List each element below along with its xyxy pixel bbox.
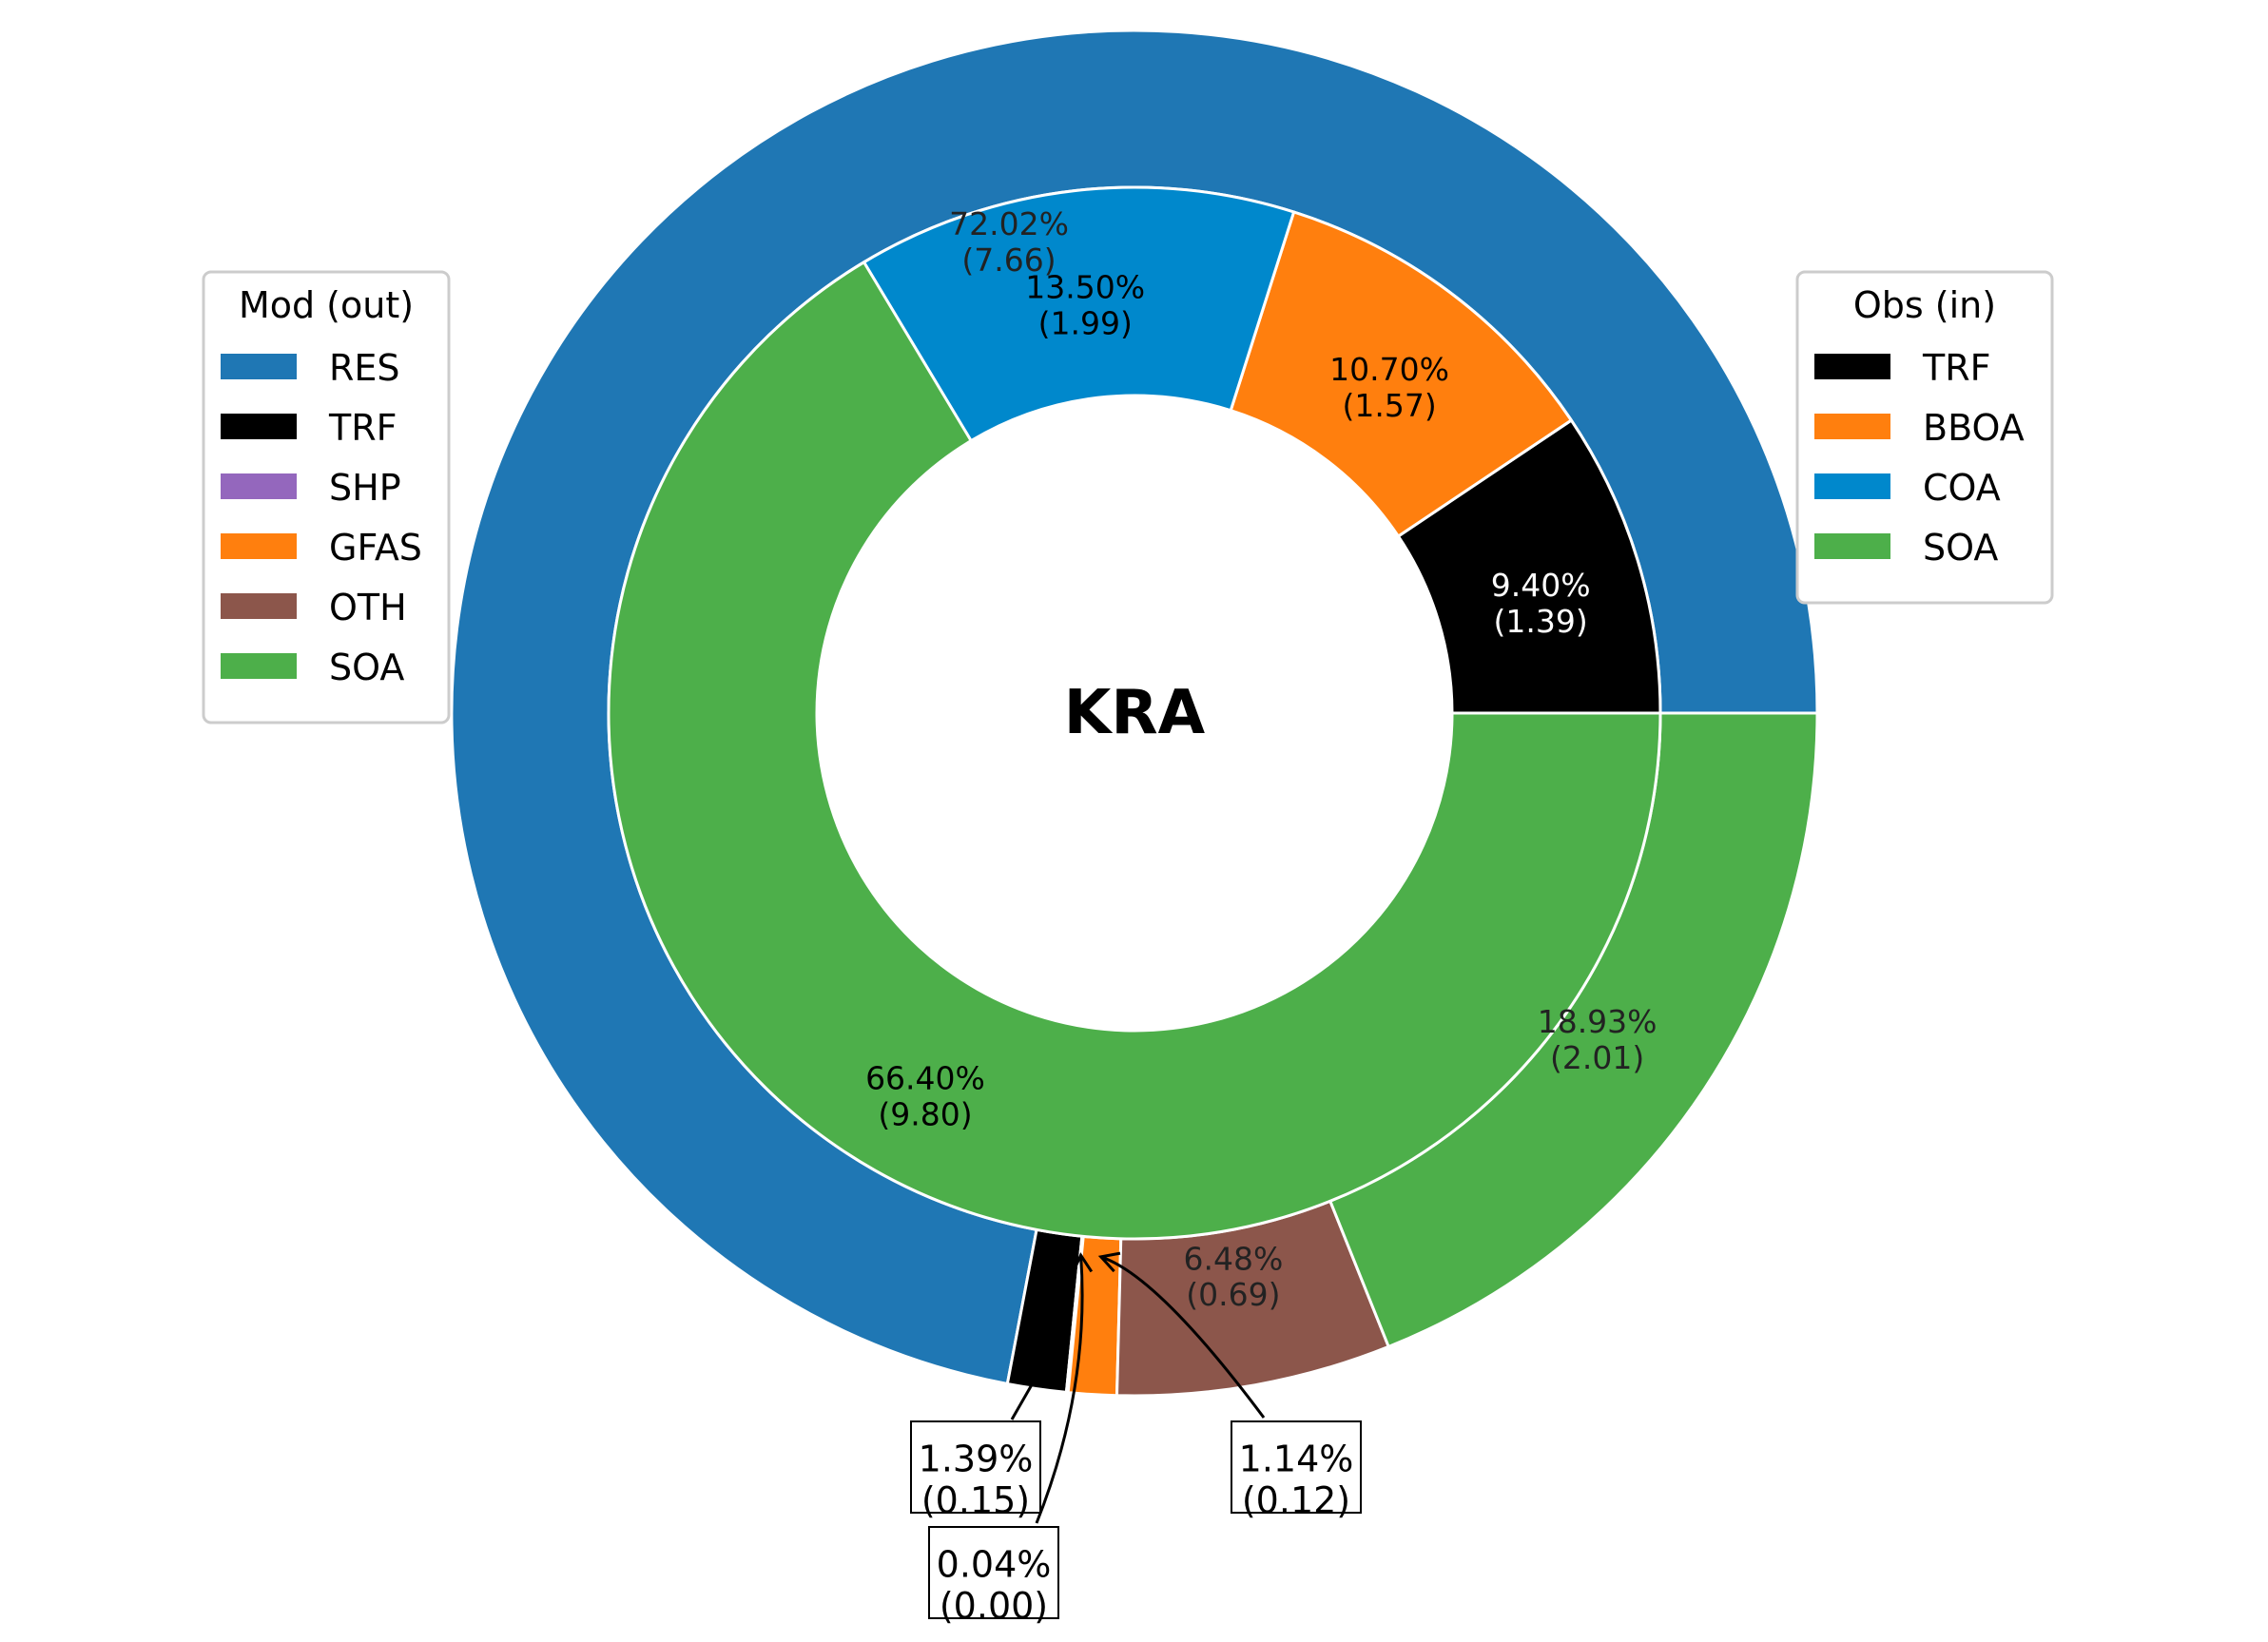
legend-right-swatch-soa [1814, 533, 1890, 559]
inner-label-coa-line: 13.50% [1025, 269, 1145, 306]
callouts: 1.39% (0.15) 0.04% (0.00) 1.14% (0.12) [910, 1251, 1362, 1627]
legend-left-label-soa: SOA [329, 647, 404, 688]
legend-right-swatch-trf [1814, 354, 1890, 379]
callout-gfas-text-line: (0.12) [1242, 1479, 1350, 1521]
legend-right-swatch-bboa [1814, 414, 1890, 439]
callout-trf-text: 1.39% (0.15) [919, 1438, 1034, 1521]
inner-label-trf-line: 9.40% [1491, 567, 1591, 604]
legend-left-label-res: RES [329, 347, 400, 389]
callout-trf-text-line: (0.15) [921, 1479, 1030, 1521]
slice-labels: 9.40% (1.39) 10.70% (1.57) 13.50% (1.99) 66.40… [865, 205, 1657, 1313]
legend-left-label-trf: TRF [328, 407, 397, 449]
callout-trf: 1.39% (0.15) [910, 1371, 1041, 1521]
callout-trf-text-line: 1.39% [919, 1438, 1034, 1479]
callout-shp-text: 0.04% (0.00) [937, 1543, 1052, 1627]
legend-left-swatch-oth [221, 593, 297, 619]
inner-label-bboa-line: 10.70% [1329, 351, 1449, 388]
callout-shp-text-line: 0.04% [937, 1543, 1052, 1585]
outer-label-oth-line: 6.48% [1183, 1240, 1283, 1277]
inner-label-coa-line: (1.99) [1038, 305, 1133, 342]
callout-gfas-arrowhead [1097, 1251, 1121, 1273]
outer-label-res-line: (7.66) [961, 241, 1056, 279]
callout-gfas-box [1231, 1420, 1362, 1514]
callout-shp-box [928, 1526, 1059, 1619]
legend-right-label-trf: TRF [1922, 347, 1990, 389]
callout-gfas: 1.14% (0.12) [1097, 1251, 1362, 1521]
callout-shp-text-line: (0.00) [940, 1585, 1048, 1627]
legend-left-label-gfas: GFAS [329, 527, 422, 569]
legend-right-label-soa: SOA [1923, 527, 1998, 569]
inner-ring [607, 185, 1662, 1241]
legend-obs-in: Obs (in) TRF BBOA COA SOA [1795, 270, 2054, 605]
outer-label-soa: 18.93% (2.01) [1538, 1003, 1657, 1076]
inner-label-soa-line: (9.80) [878, 1096, 972, 1133]
legend-left-swatch-shp [221, 473, 297, 499]
outer-label-soa-line: (2.01) [1550, 1039, 1644, 1076]
callout-shp-arrow [1035, 1255, 1084, 1524]
legend-left-swatch-soa [221, 653, 297, 679]
inner-label-bboa-line: (1.57) [1342, 387, 1436, 424]
inner-label-soa-line: 66.40% [865, 1060, 985, 1097]
legend-left-swatch-gfas [221, 533, 297, 559]
legend-left-swatch-trf [221, 414, 297, 439]
callout-gfas-text: 1.14% (0.12) [1239, 1438, 1354, 1521]
callout-shp: 0.04% (0.00) [928, 1252, 1094, 1627]
callout-trf-box [910, 1420, 1041, 1514]
outer-label-soa-line: 18.93% [1538, 1003, 1657, 1040]
callout-shp-arrowhead [1071, 1252, 1094, 1274]
legend-left-swatch-res [221, 354, 297, 379]
outer-label-oth: 6.48% (0.69) [1183, 1240, 1283, 1313]
legend-left-label-shp: SHP [329, 467, 401, 509]
inner-slice-soa [607, 260, 1662, 1241]
callout-trf-line [1010, 1371, 1041, 1420]
chart-title: KRA [1064, 678, 1206, 748]
legend-mod-out: Mod (out) RES TRF SHP GFAS OTH SOA [202, 270, 451, 724]
inner-label-trf: 9.40% (1.39) [1491, 567, 1591, 640]
legend-right-swatch-coa [1814, 473, 1890, 499]
callout-gfas-text-line: 1.14% [1239, 1438, 1354, 1479]
legend-right-label-bboa: BBOA [1923, 407, 2025, 449]
inner-label-soa: 66.40% (9.80) [865, 1060, 985, 1133]
inner-slice-coa [862, 185, 1296, 443]
legend-left-label-oth: OTH [329, 587, 407, 628]
outer-label-res: 72.02% (7.66) [949, 205, 1069, 279]
legend-right-label-coa: COA [1923, 467, 2001, 509]
inner-label-trf-line: (1.39) [1494, 603, 1588, 640]
inner-label-coa: 13.50% (1.99) [1025, 269, 1145, 342]
outer-label-oth-line: (0.69) [1186, 1276, 1280, 1313]
legend-right-title: Obs (in) [1853, 284, 1996, 326]
inner-label-bboa: 10.70% (1.57) [1329, 351, 1449, 424]
callout-gfas-arrow [1100, 1255, 1266, 1419]
outer-label-res-line: 72.02% [949, 205, 1069, 242]
legend-left-title: Mod (out) [239, 284, 414, 326]
